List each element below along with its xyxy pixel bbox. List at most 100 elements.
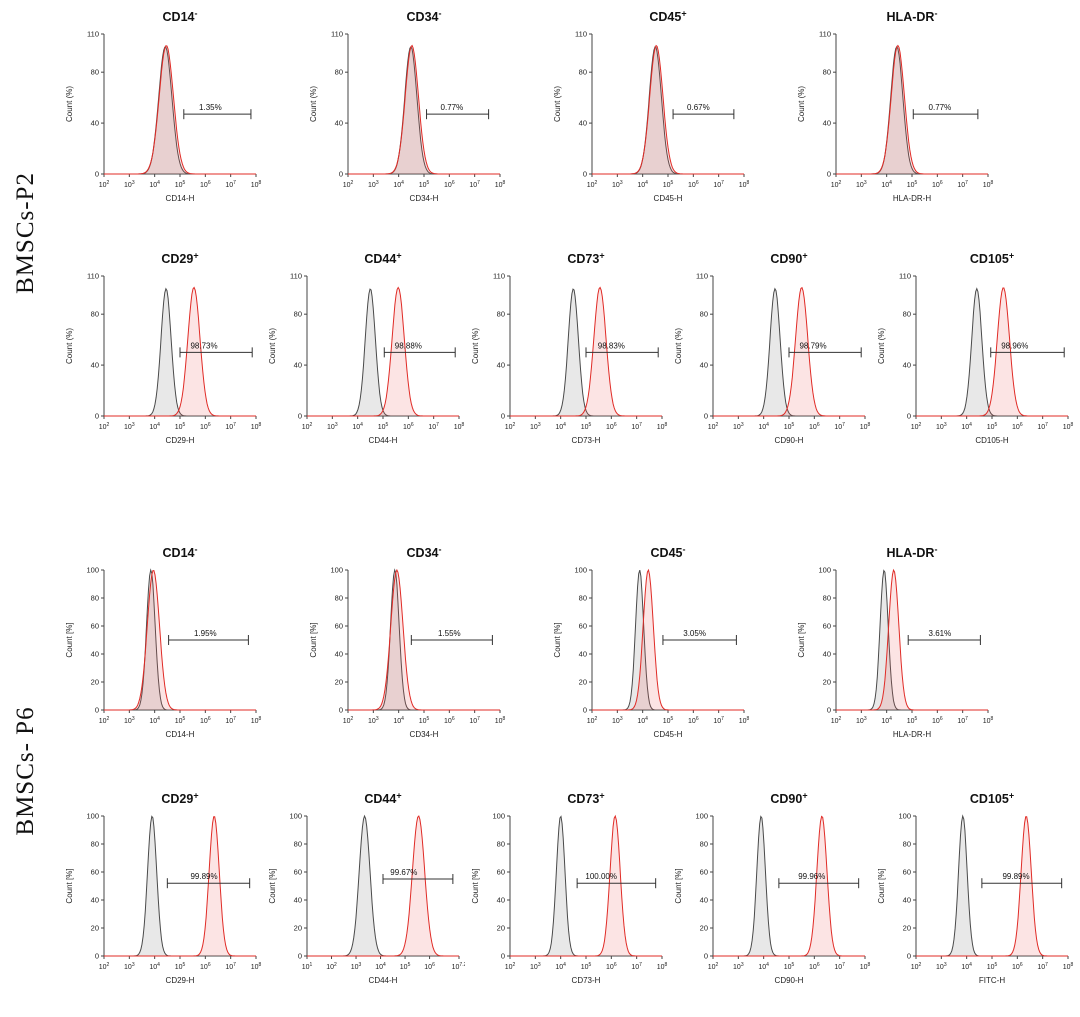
x-tick-label: 103 [124, 422, 135, 431]
y-axis-title: Count (%) [268, 328, 277, 364]
x-tick-label: 108 [860, 422, 871, 431]
group-label-bmscs-p6: BMSCs- P6 [12, 706, 39, 836]
control-histogram-outline [713, 815, 865, 957]
x-tick-label: 106 [688, 180, 699, 189]
control-histogram-fill [510, 816, 662, 956]
y-tick-label: 80 [294, 310, 302, 319]
x-tick-label: 104 [961, 962, 972, 971]
y-tick-label: 0 [339, 170, 343, 179]
y-tick-label: 110 [87, 272, 99, 281]
x-axis-title: CD73-H [572, 976, 601, 985]
x-axis-title: FITC-H [979, 976, 1005, 985]
x-tick-label: 105 [581, 962, 592, 971]
x-tick-label: 102 [831, 180, 842, 189]
x-tick-label: 108 [860, 962, 871, 971]
x-tick-label: 105 [663, 180, 674, 189]
plot-title: CD73+ [567, 251, 604, 267]
x-tick-label: 108 [1063, 962, 1074, 971]
x-tick-label: 108 [983, 180, 994, 189]
y-tick-label: 60 [91, 622, 99, 631]
x-tick-label: 106 [606, 962, 617, 971]
x-tick-label: 102 [99, 180, 110, 189]
y-tick-label: 40 [497, 896, 505, 905]
y-tick-label: 20 [497, 924, 505, 933]
control-histogram-outline [307, 814, 459, 957]
y-tick-label: 60 [579, 622, 587, 631]
x-tick-label: 107 [469, 716, 480, 725]
x-tick-label: 105 [419, 180, 430, 189]
x-tick-label: 107 [957, 180, 968, 189]
y-tick-label: 60 [294, 868, 302, 877]
x-tick-label: 104 [637, 716, 648, 725]
y-tick-label: 100 [492, 812, 505, 821]
x-axis-title: CD45-H [654, 730, 683, 739]
x-tick-label: 105 [663, 716, 674, 725]
sample-histogram-outline [836, 44, 988, 175]
plot-title: CD44+ [364, 251, 401, 267]
x-tick-label: 106 [200, 422, 211, 431]
x-tick-label: 103 [368, 180, 379, 189]
y-axis-title: Count (%) [309, 86, 318, 122]
x-tick-label: 103 [351, 962, 362, 971]
y-tick-label: 80 [700, 310, 708, 319]
y-tick-label: 60 [700, 868, 708, 877]
flow-histogram-svg: CD29+ 0 20 40 60 80 100 102 103 104 105 106 107 108 Co… [65, 791, 262, 986]
x-axis-title: CD29-H [166, 976, 195, 985]
x-tick-label: 104 [637, 180, 648, 189]
x-tick-label: 104 [393, 180, 404, 189]
y-tick-label: 20 [579, 678, 587, 687]
plot-title: CD14- [163, 9, 198, 25]
plot-title: CD45+ [649, 9, 686, 25]
y-tick-label: 40 [294, 361, 302, 370]
x-tick-label: 105 [175, 716, 186, 725]
control-histogram-fill [104, 816, 256, 956]
sample-histogram-outline [104, 286, 256, 417]
y-tick-label: 80 [91, 68, 99, 77]
x-tick-label: 105 [175, 180, 186, 189]
x-tick-label: 105 [987, 422, 998, 431]
x-tick-label: 105 [400, 962, 411, 971]
plot-title: CD73+ [567, 791, 604, 807]
y-axis-title: Count (%) [65, 86, 74, 122]
flow-histogram-plot: CD44+ 0 20 40 60 80 100 101 102 103 104 105 106 107.2… [265, 788, 468, 1000]
flow-histogram-svg: CD44+ 0 20 40 60 80 100 101 102 103 104 105 106 107.2… [268, 791, 465, 986]
gate-percentage-label: 0.77% [441, 103, 464, 112]
x-axis-title: CD105-H [975, 436, 1009, 445]
y-tick-label: 0 [827, 170, 831, 179]
x-tick-label: 107 [631, 422, 642, 431]
x-tick-label: 103 [856, 716, 867, 725]
y-tick-label: 100 [86, 566, 99, 575]
y-tick-label: 80 [903, 840, 911, 849]
gate-percentage-label: 99.67% [390, 868, 417, 877]
y-tick-label: 100 [898, 812, 911, 821]
x-tick-label: 105 [378, 422, 389, 431]
y-tick-label: 0 [95, 952, 99, 961]
flow-histogram-plot: CD34- 0 40 80 110 102 103 104 105 106 107 108 Count … [306, 6, 550, 218]
y-tick-label: 100 [86, 812, 99, 821]
plot-title: CD29+ [161, 251, 198, 267]
sample-histogram-fill [713, 816, 865, 956]
y-tick-label: 40 [579, 650, 587, 659]
x-tick-label: 107 [834, 422, 845, 431]
sample-histogram-outline [104, 570, 256, 711]
x-tick-label: 108 [251, 422, 262, 431]
x-tick-label: 108 [495, 180, 506, 189]
gate-percentage-label: 98.83% [598, 341, 625, 350]
y-tick-label: 0 [95, 412, 99, 421]
y-tick-label: 80 [579, 68, 587, 77]
x-tick-label: 106 [606, 422, 617, 431]
sample-histogram-outline [713, 815, 865, 957]
x-tick-label: 103 [612, 180, 623, 189]
y-tick-label: 40 [335, 650, 343, 659]
y-tick-label: 20 [91, 924, 99, 933]
flow-histogram-svg: CD14- 0 40 80 110 102 103 104 105 106 107 108 Count … [65, 9, 262, 204]
control-histogram-outline [836, 45, 988, 175]
flow-histogram-svg: CD14- 0 20 40 60 80 100 102 103 104 105 106 107 108 Co… [65, 545, 262, 740]
x-tick-label: 107 [713, 716, 724, 725]
x-tick-label: 103 [327, 422, 338, 431]
x-tick-label: 107 [225, 962, 236, 971]
x-tick-label: 103 [124, 180, 135, 189]
y-axis-title: Count [%] [65, 868, 74, 903]
y-axis-title: Count [%] [553, 622, 562, 657]
